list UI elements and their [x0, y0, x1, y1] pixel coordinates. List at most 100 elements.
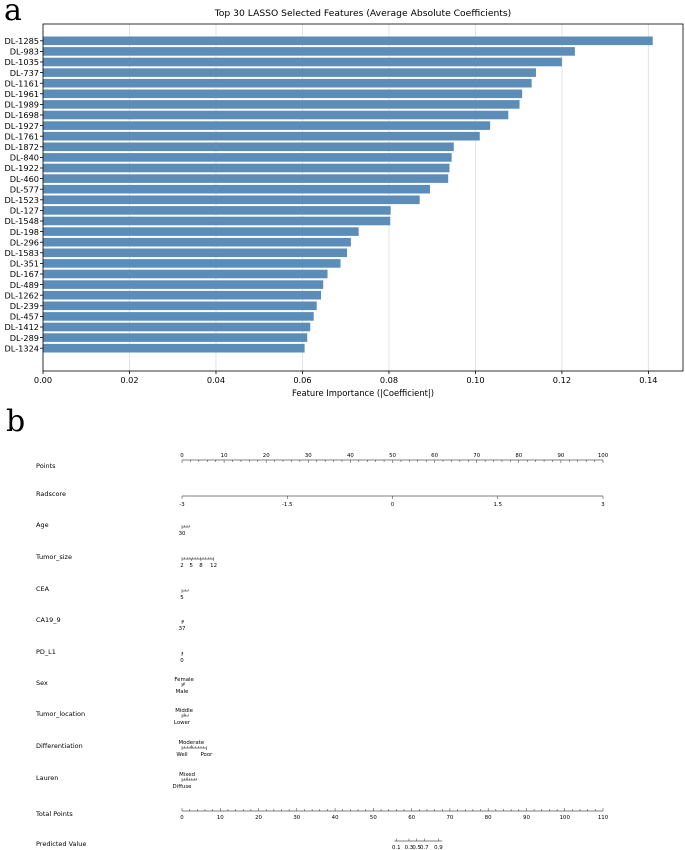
level-label: Diffuse	[173, 784, 193, 790]
y-tick-label: DL-1324	[4, 343, 39, 353]
row-label: CEA	[36, 585, 50, 593]
row-label: Points	[36, 462, 56, 470]
y-tick-label: DL-1698	[4, 110, 39, 120]
y-tick-label: DL-1761	[4, 131, 39, 141]
y-tick-label: DL-1927	[4, 121, 39, 131]
y-tick-label: DL-351	[10, 259, 39, 269]
total-tick-label: 30	[293, 815, 300, 821]
y-tick-label: DL-1961	[4, 89, 39, 99]
level-label: 30	[179, 531, 186, 537]
x-tick-label: 0.04	[207, 375, 225, 385]
level-label: 0	[180, 658, 184, 664]
y-tick-label: DL-457	[10, 312, 39, 322]
row-label: Total Points	[35, 810, 73, 818]
level-label: 5	[180, 595, 183, 601]
y-tick-label: DL-1262	[4, 290, 39, 300]
points-tick-label: 60	[431, 453, 438, 459]
y-tick-label: DL-1872	[4, 142, 39, 152]
bar	[43, 259, 341, 268]
level-label: 37	[179, 626, 186, 632]
row-label: Sex	[36, 679, 48, 687]
predicted-tick-label: 0.3	[405, 845, 414, 850]
total-tick-label: 60	[408, 815, 415, 821]
points-tick-label: 70	[473, 453, 480, 459]
predicted-tick-label: 0.1	[392, 845, 401, 850]
points-tick-label: 100	[598, 453, 609, 459]
bar	[43, 184, 431, 194]
bar	[43, 290, 322, 300]
points-tick-label: 10	[221, 453, 228, 459]
bar	[43, 57, 562, 67]
bar	[43, 100, 520, 109]
bar	[43, 78, 532, 88]
level-label: Moderate	[178, 740, 204, 746]
bar	[43, 301, 317, 311]
y-tick-label: DL-296	[10, 237, 39, 247]
bar	[43, 47, 575, 56]
row-label: Differentiation	[36, 742, 83, 750]
y-tick-label: DL-1412	[4, 322, 39, 332]
bar	[43, 142, 454, 152]
row-label: Lauren	[36, 774, 58, 782]
y-tick-label: DL-577	[10, 184, 39, 194]
bar	[43, 248, 347, 258]
y-tick-label: DL-1583	[4, 248, 39, 258]
bar	[43, 333, 308, 342]
bar	[43, 110, 509, 120]
total-tick-label: 100	[560, 815, 571, 821]
points-tick-label: 50	[389, 453, 396, 459]
bar	[43, 163, 450, 173]
y-tick-label: DL-1922	[4, 163, 39, 173]
level-label: Lower	[174, 720, 191, 726]
level-label: Middle	[175, 708, 193, 714]
total-tick-label: 80	[485, 815, 492, 821]
radscore-tick-label: -1.5	[282, 502, 293, 508]
x-axis-label: Feature Importance (|Coefficient|)	[292, 388, 434, 398]
level-label: Mixed	[179, 772, 195, 778]
y-tick-label: DL-1161	[4, 78, 39, 88]
total-tick-label: 50	[370, 815, 377, 821]
y-tick-label: DL-127	[10, 206, 39, 216]
y-tick-label: DL-239	[10, 301, 39, 311]
bar	[43, 206, 391, 215]
radscore-tick-label: 1.5	[493, 502, 502, 508]
bar	[43, 89, 523, 99]
bar-chart: DL-1285DL-983DL-1035DL-737DL-1161DL-1961…	[4, 8, 684, 398]
bar	[43, 322, 311, 332]
bar	[43, 312, 314, 321]
points-tick-label: 90	[557, 453, 564, 459]
total-tick-label: 70	[446, 815, 453, 821]
total-tick-label: 10	[217, 815, 224, 821]
x-tick-label: 0.14	[639, 375, 657, 385]
chart-title: Top 30 LASSO Selected Features (Average …	[214, 8, 512, 19]
y-tick-label: DL-167	[10, 269, 39, 279]
radscore-tick-label: 3	[601, 502, 604, 508]
bar	[43, 68, 536, 77]
panel-label-b: b	[6, 404, 26, 439]
x-tick-label: 0.08	[380, 375, 398, 385]
total-tick-label: 20	[255, 815, 262, 821]
bar	[43, 36, 653, 46]
predicted-tick-label: 0.7	[420, 845, 429, 850]
level-label: 2	[180, 563, 183, 569]
y-tick-label: DL-1523	[4, 195, 39, 205]
level-label: Male	[176, 689, 189, 695]
row-label: CA19_9	[36, 616, 61, 624]
y-tick-label: DL-737	[10, 68, 39, 78]
bar	[43, 237, 351, 247]
predicted-tick-label: 0.9	[434, 845, 443, 850]
row-label: Tumor_location	[35, 710, 85, 718]
row-label: Predicted Value	[36, 840, 86, 848]
y-tick-label: DL-983	[10, 47, 39, 57]
total-tick-label: 40	[332, 815, 339, 821]
nomogram-chart: Points 0 10 20 30 40 50 60 70 80 90 100 Radscore -3 -1…	[35, 453, 609, 850]
y-tick-label: DL-1285	[4, 36, 39, 46]
level-label: 12	[210, 563, 217, 569]
level-label: Female	[174, 677, 194, 683]
total-tick-label: 90	[523, 815, 530, 821]
row-label: Radscore	[36, 490, 66, 498]
points-tick-label: 40	[347, 453, 354, 459]
panel-label-a: a	[4, 0, 22, 28]
radscore-tick-label: -3	[179, 502, 184, 508]
y-tick-label: DL-198	[10, 227, 39, 237]
